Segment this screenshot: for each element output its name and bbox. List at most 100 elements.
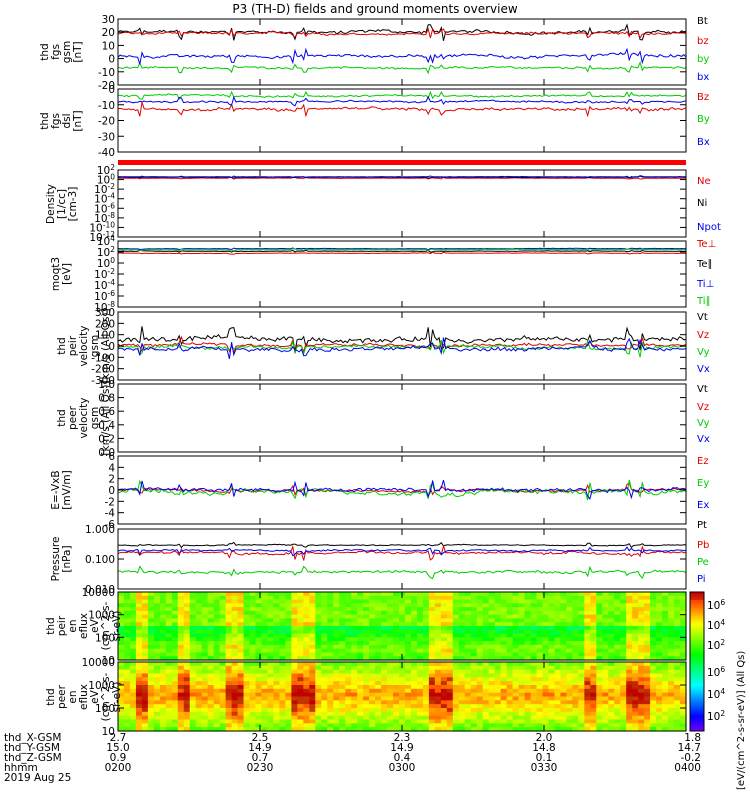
- spectrogram-cell: [207, 599, 215, 604]
- spectrogram-cell: [512, 673, 520, 678]
- spectrogram-cell: [500, 681, 508, 686]
- spectrogram-cell: [440, 614, 448, 620]
- spectrogram-cell: [351, 665, 358, 671]
- spectrogram-cell: [243, 641, 251, 646]
- spectrogram-cell: [135, 704, 143, 709]
- spectrogram-cell: [249, 603, 257, 608]
- spectrogram-cell: [584, 648, 591, 654]
- spectrogram-cell: [656, 685, 663, 690]
- spectrogram-cell: [674, 727, 681, 732]
- spectrogram-cell: [219, 677, 227, 682]
- spectrogram-cell: [339, 656, 346, 661]
- spectrogram-cell: [351, 610, 358, 616]
- spectrogram-cell: [381, 626, 388, 631]
- spectrogram-cell: [129, 692, 137, 698]
- spectrogram-cell: [309, 677, 316, 682]
- spectrogram-cell: [333, 629, 340, 635]
- spectrogram-cell: [470, 662, 478, 667]
- spectrogram-cell: [129, 626, 137, 631]
- spectrogram-cell: [554, 610, 562, 616]
- spectrogram-cell: [393, 626, 400, 631]
- spectrogram-cell: [674, 626, 681, 631]
- spectrogram-cell: [327, 626, 334, 631]
- spectrogram-cell: [231, 599, 239, 604]
- spectrogram-cell: [309, 696, 316, 701]
- spectrogram-cell: [291, 727, 298, 732]
- spectrogram-cell: [231, 622, 239, 627]
- spectrogram-cell: [578, 648, 585, 654]
- spectrogram-cell: [560, 603, 568, 608]
- spectrogram-cell: [285, 715, 292, 721]
- spectrogram-cell: [644, 708, 651, 713]
- spectrogram-cell: [375, 633, 382, 638]
- colorbar: [690, 592, 704, 732]
- spectrogram-cell: [452, 603, 460, 608]
- spectrogram-cell: [476, 677, 484, 682]
- spectrogram-cell: [183, 644, 191, 650]
- spectrogram-cell: [476, 626, 484, 631]
- spectrogram-cell: [572, 723, 579, 728]
- spectrogram-cell: [213, 692, 221, 698]
- spectrogram-cell: [327, 673, 334, 678]
- spectrogram-cell: [662, 673, 669, 678]
- spectrogram-cell: [219, 652, 227, 657]
- spectrogram-cell: [422, 603, 430, 608]
- spectrogram-cell: [638, 677, 645, 682]
- spectrogram-cell: [177, 677, 185, 682]
- spectrogram-cell: [518, 708, 526, 713]
- spectrogram-cell: [387, 696, 394, 701]
- spectrogram-cell: [237, 673, 245, 678]
- spectrogram-cell: [165, 644, 173, 650]
- spectrogram-cell: [542, 607, 550, 612]
- spectrogram-cell: [189, 715, 197, 721]
- spectrogram-cell: [566, 599, 573, 604]
- spectrogram-cell: [458, 629, 466, 635]
- spectrogram-cell: [440, 622, 448, 627]
- spectrogram-cell: [339, 637, 346, 642]
- spectrogram-cell: [590, 719, 597, 724]
- spectrogram-cell: [315, 652, 322, 657]
- spectrogram-cell: [632, 696, 639, 701]
- spectrogram-cell: [279, 618, 287, 623]
- spectrogram-cell: [279, 727, 287, 732]
- spectrogram-cell: [273, 665, 281, 671]
- spectrogram-cell: [141, 723, 149, 728]
- spectrogram-cell: [668, 662, 675, 667]
- spectrogram-cell: [440, 692, 448, 698]
- spectrogram-cell: [147, 665, 155, 671]
- spectrogram-cell: [357, 723, 364, 728]
- spectrogram-cell: [596, 704, 603, 709]
- spectrogram-cell: [476, 641, 484, 646]
- spectrogram-cell: [315, 719, 322, 724]
- spectrogram-cell: [315, 700, 322, 705]
- spectrogram-cell: [279, 692, 287, 698]
- spectrogram-cell: [255, 618, 263, 623]
- spectrogram-cell: [231, 644, 239, 650]
- spectrogram-cell: [602, 648, 609, 654]
- spectrogram-cell: [315, 633, 322, 638]
- spectrogram-cell: [135, 652, 143, 657]
- spectrogram-cell: [321, 648, 328, 654]
- spectrogram-cell: [656, 637, 663, 642]
- spectrogram-cell: [482, 711, 490, 717]
- spectrogram-cell: [584, 629, 591, 635]
- spectrogram-cell: [351, 723, 358, 728]
- spectrogram-cell: [422, 692, 430, 698]
- spectrogram-cell: [494, 665, 502, 671]
- spectrogram-cell: [387, 622, 394, 627]
- spectrogram-cell: [303, 681, 310, 686]
- spectrogram-cell: [416, 614, 424, 620]
- spectrogram-cell: [357, 704, 364, 709]
- spectrogram-cell: [584, 708, 591, 713]
- spectrogram-cell: [285, 677, 292, 682]
- spectrogram-cell: [536, 592, 544, 597]
- spectrogram-cell: [261, 715, 269, 721]
- spectrogram-cell: [189, 618, 197, 623]
- spectrogram-cell: [327, 656, 334, 661]
- spectrogram-cell: [237, 700, 245, 705]
- spectrogram-cell: [369, 688, 376, 694]
- spectrogram-cell: [458, 592, 466, 597]
- spectrogram-cell: [602, 692, 609, 698]
- spectrogram-cell: [345, 692, 352, 698]
- spectrogram-cell: [183, 622, 191, 627]
